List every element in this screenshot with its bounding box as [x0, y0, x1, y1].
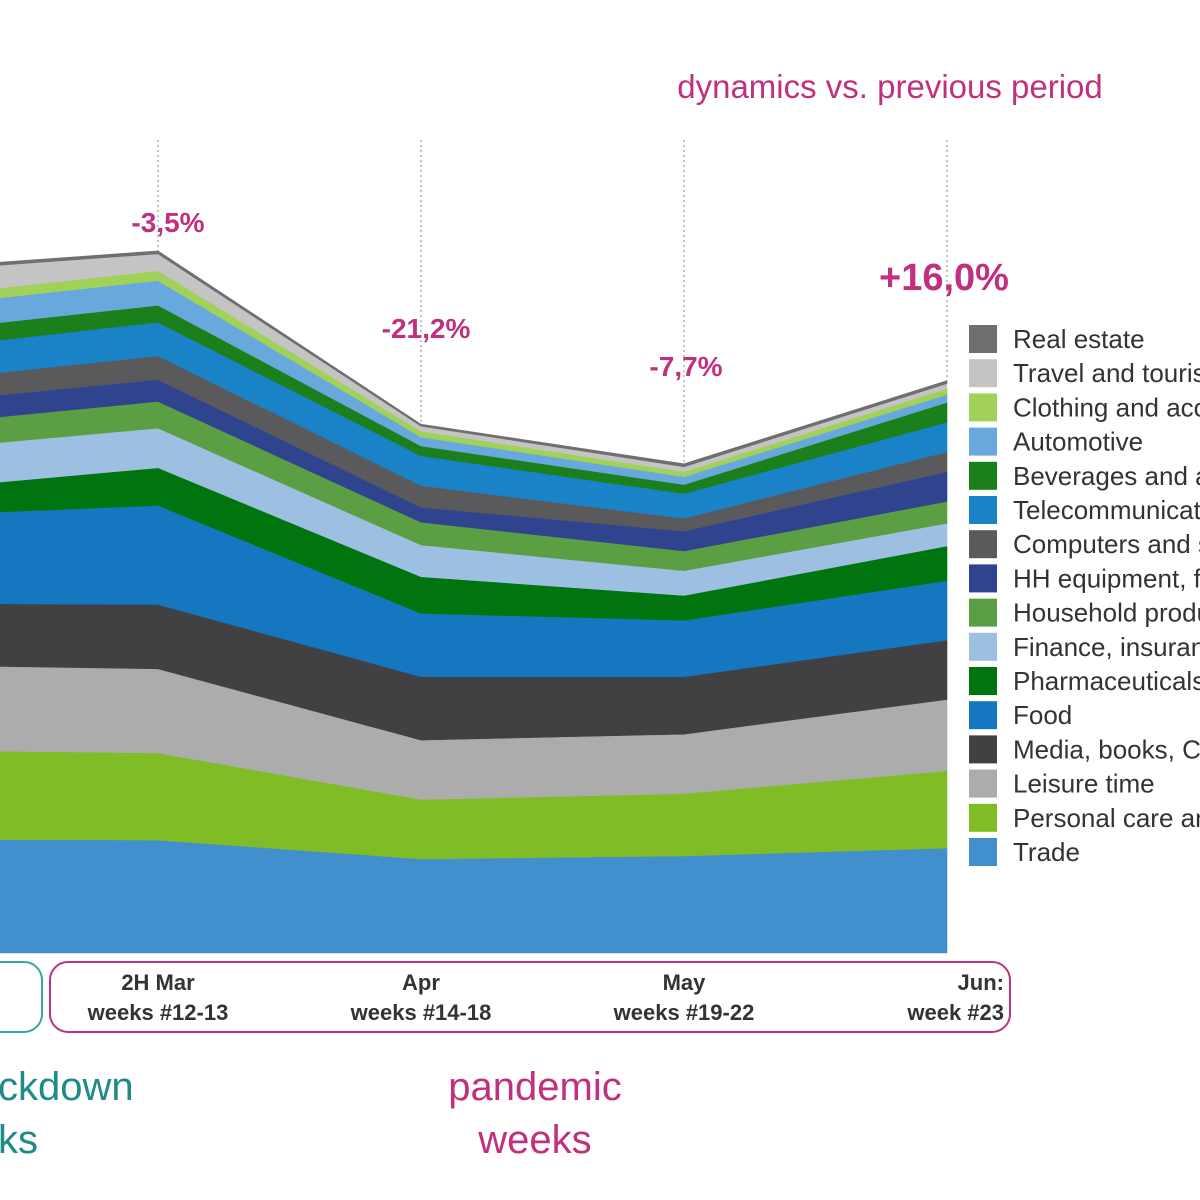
legend-swatch [969, 530, 997, 559]
pandemic-period-box [49, 961, 1011, 1033]
legend-label: Telecommunications [1013, 495, 1200, 525]
legend-label: Personal care and hygiene [1013, 803, 1200, 833]
legend: Real estate Travel and tourism Clothing an… [969, 324, 1200, 867]
legend-label: Beverages and alcohol [1013, 461, 1200, 491]
legend-label: HH equipment, furniture [1013, 563, 1200, 593]
dynamics-label: -3,5% [131, 207, 204, 238]
legend-swatch [969, 701, 997, 730]
area-series-group [0, 250, 948, 954]
legend-swatch [969, 393, 997, 422]
dynamics-label: -7,7% [649, 351, 722, 382]
chart-header: dynamics vs. previous period [677, 68, 1103, 105]
legend-label: Real estate [1013, 324, 1145, 354]
period-label-month: May [663, 970, 707, 995]
legend-label: Leisure time [1013, 769, 1155, 799]
legend-label: Computers and software [1013, 529, 1200, 559]
period-label-weeks: weeks #14-18 [350, 1000, 492, 1025]
pandemic-label-line1: pandemic [448, 1065, 621, 1109]
dynamics-labels-group: -3,5% -21,2% -7,7% +16,0% [131, 207, 1009, 382]
legend-swatch [969, 735, 997, 764]
period-label-weeks: weeks #19-22 [613, 1000, 755, 1025]
legend-swatch [969, 427, 997, 456]
legend-label: Clothing and accessories [1013, 392, 1200, 422]
lockdown-label-line2: ks [0, 1118, 38, 1162]
legend-label: Food [1013, 700, 1072, 730]
legend-swatch [969, 359, 997, 388]
legend-swatch [969, 803, 997, 832]
period-axis-labels: 2H Mar weeks #12-13 Apr weeks #14-18 May week… [87, 970, 1004, 1025]
dynamics-label: +16,0% [879, 257, 1009, 299]
legend-swatch [969, 667, 997, 695]
legend-label: Household products [1013, 598, 1200, 628]
period-label-month: Apr [402, 970, 440, 995]
legend-swatch [969, 838, 997, 866]
legend-label: Finance, insurance [1013, 632, 1200, 662]
pandemic-label-line2: weeks [477, 1118, 591, 1162]
legend-swatch [969, 632, 997, 661]
legend-swatch [969, 496, 997, 524]
legend-swatch [969, 325, 997, 353]
legend-label: Pharmaceuticals [1013, 666, 1200, 696]
legend-swatch [969, 564, 997, 593]
period-label-weeks: weeks #12-13 [87, 1000, 229, 1025]
period-label-month: Jun: [958, 970, 1004, 995]
area-real-estate [0, 250, 948, 468]
period-label-weeks: week #23 [906, 1000, 1004, 1025]
dynamics-label: -21,2% [382, 313, 471, 344]
lockdown-period-box [0, 961, 43, 1033]
period-divider-lines [157, 140, 948, 464]
legend-label: Trade [1013, 837, 1080, 867]
lockdown-label-line1: ckdown [0, 1065, 134, 1109]
legend-swatch [969, 461, 997, 490]
legend-swatch [969, 598, 997, 627]
period-label-month: 2H Mar [121, 970, 195, 995]
legend-label: Media, books, CD, DVD [1013, 734, 1200, 764]
legend-swatch [969, 769, 997, 798]
legend-label: Travel and tourism [1013, 358, 1200, 388]
legend-label: Automotive [1013, 427, 1143, 457]
